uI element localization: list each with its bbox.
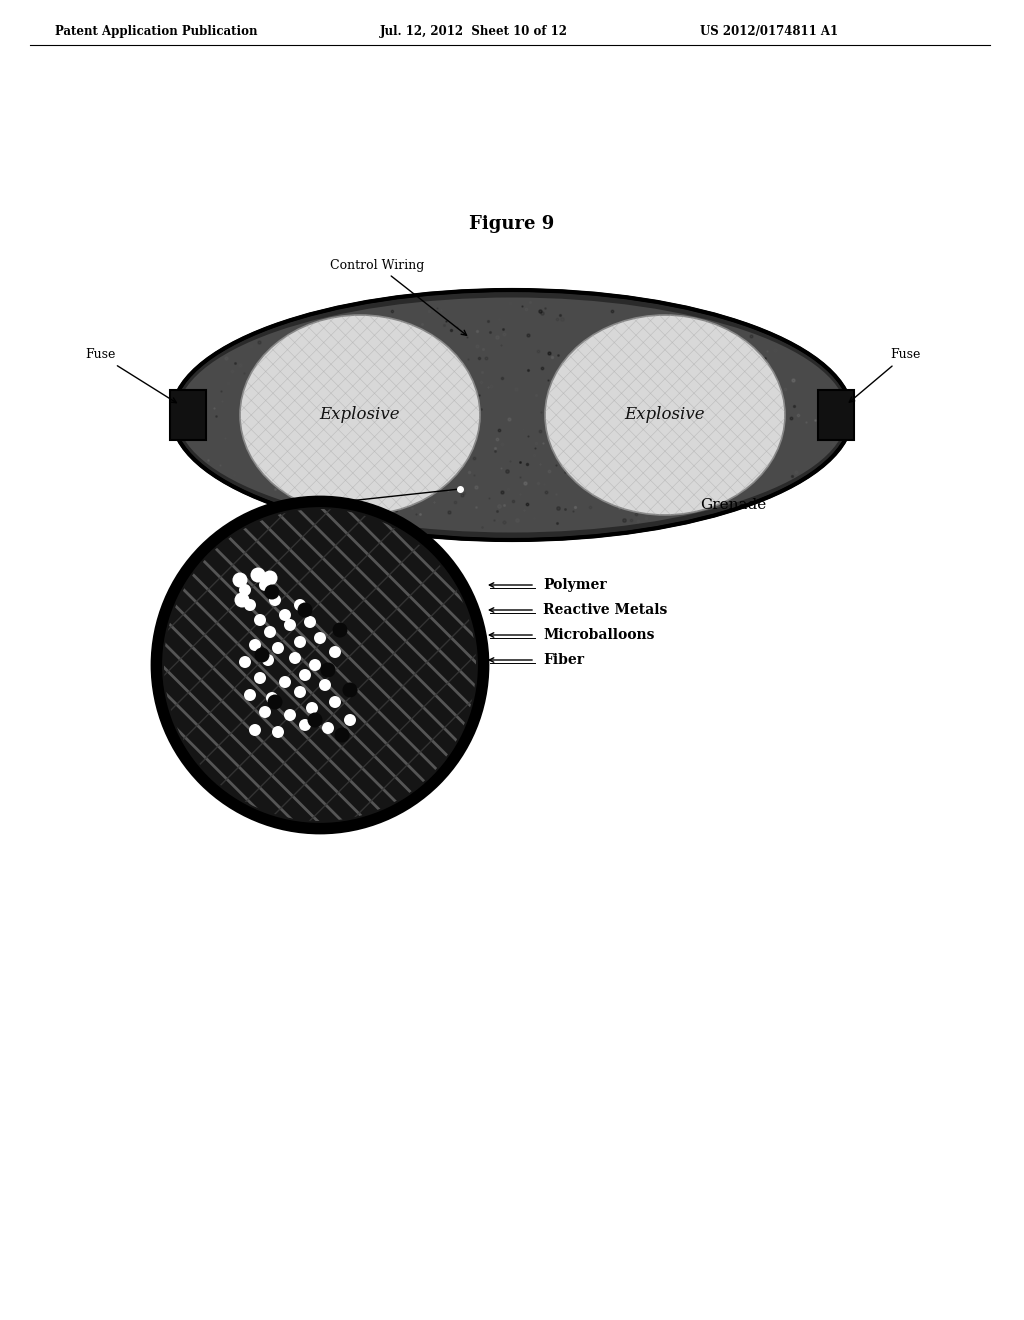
- Circle shape: [259, 579, 271, 591]
- Text: Explosive: Explosive: [625, 407, 706, 424]
- Circle shape: [294, 636, 306, 648]
- Text: Jul. 12, 2012  Sheet 10 of 12: Jul. 12, 2012 Sheet 10 of 12: [380, 25, 568, 38]
- Circle shape: [255, 648, 269, 663]
- Circle shape: [249, 639, 261, 651]
- Circle shape: [251, 568, 265, 582]
- Circle shape: [262, 570, 278, 586]
- Circle shape: [335, 727, 349, 742]
- Circle shape: [266, 692, 278, 704]
- Circle shape: [284, 709, 296, 721]
- Circle shape: [244, 689, 256, 701]
- Circle shape: [272, 726, 284, 738]
- Text: Reactive Metals: Reactive Metals: [543, 603, 668, 616]
- Circle shape: [319, 678, 331, 690]
- Circle shape: [279, 609, 291, 620]
- Bar: [818, 389, 854, 440]
- Circle shape: [259, 706, 271, 718]
- Circle shape: [284, 619, 296, 631]
- Circle shape: [322, 722, 334, 734]
- Circle shape: [232, 573, 248, 587]
- Circle shape: [249, 723, 261, 737]
- Circle shape: [264, 626, 276, 638]
- Ellipse shape: [545, 315, 785, 515]
- Circle shape: [254, 672, 266, 684]
- Circle shape: [152, 498, 488, 833]
- Text: Explosive: Explosive: [319, 407, 400, 424]
- Circle shape: [344, 714, 356, 726]
- Circle shape: [304, 616, 316, 628]
- Circle shape: [289, 652, 301, 664]
- Circle shape: [239, 656, 251, 668]
- Circle shape: [298, 602, 312, 618]
- Text: Microballoons: Microballoons: [543, 628, 654, 642]
- Circle shape: [333, 623, 347, 638]
- Circle shape: [299, 669, 311, 681]
- Circle shape: [314, 632, 326, 644]
- Text: Fuse: Fuse: [85, 348, 176, 403]
- Ellipse shape: [177, 297, 847, 532]
- Bar: [170, 389, 206, 440]
- Circle shape: [239, 583, 251, 597]
- Text: Grenade: Grenade: [700, 498, 766, 512]
- Circle shape: [307, 713, 323, 727]
- Circle shape: [309, 659, 321, 671]
- Circle shape: [254, 614, 266, 626]
- Circle shape: [294, 599, 306, 611]
- Circle shape: [321, 663, 336, 677]
- Text: US 2012/0174811 A1: US 2012/0174811 A1: [700, 25, 838, 38]
- Text: Polymer: Polymer: [543, 578, 606, 591]
- Circle shape: [299, 719, 311, 731]
- Circle shape: [244, 599, 256, 611]
- Circle shape: [342, 682, 357, 697]
- Ellipse shape: [240, 315, 480, 515]
- Text: Patent Application Publication: Patent Application Publication: [55, 25, 257, 38]
- Text: Control Wiring: Control Wiring: [330, 259, 467, 335]
- Ellipse shape: [172, 290, 852, 540]
- Circle shape: [269, 594, 281, 606]
- Circle shape: [160, 506, 480, 825]
- Text: Fiber: Fiber: [543, 653, 584, 667]
- Circle shape: [294, 686, 306, 698]
- Circle shape: [267, 694, 283, 710]
- Circle shape: [234, 593, 250, 607]
- Circle shape: [272, 642, 284, 653]
- Circle shape: [264, 585, 280, 599]
- Circle shape: [329, 645, 341, 657]
- Text: Fuse: Fuse: [849, 348, 921, 403]
- Text: Figure 9: Figure 9: [469, 215, 555, 234]
- Circle shape: [329, 696, 341, 708]
- Circle shape: [306, 702, 318, 714]
- Circle shape: [262, 653, 274, 667]
- Circle shape: [279, 676, 291, 688]
